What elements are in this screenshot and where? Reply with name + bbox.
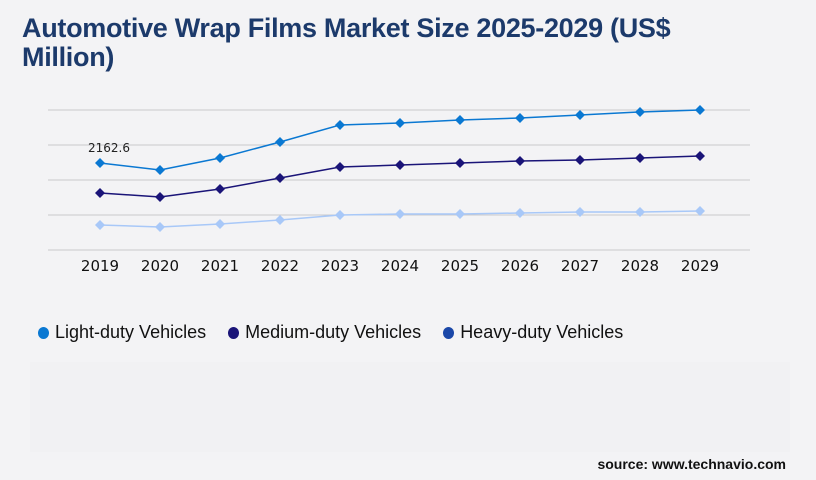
data-point bbox=[215, 184, 225, 195]
data-point bbox=[395, 159, 405, 170]
data-point bbox=[155, 191, 165, 202]
x-tick-label: 2020 bbox=[141, 257, 179, 275]
x-tick-label: 2027 bbox=[561, 257, 599, 275]
data-point bbox=[515, 207, 525, 218]
data-point bbox=[635, 106, 645, 117]
legend-label: Medium-duty Vehicles bbox=[245, 322, 422, 342]
legend-item-heavy: Heavy-duty Vehicles bbox=[443, 322, 623, 343]
legend-marker-icon bbox=[228, 326, 240, 339]
legend-label: Heavy-duty Vehicles bbox=[460, 322, 624, 342]
x-tick-label: 2019 bbox=[81, 257, 119, 275]
data-point bbox=[695, 205, 705, 216]
data-point bbox=[635, 152, 645, 163]
data-point bbox=[515, 112, 525, 123]
data-point bbox=[95, 187, 105, 198]
data-point bbox=[635, 206, 645, 217]
line-chart: 2019 2020 2021 2022 2023 2024 2025 2026 2027 2028… bbox=[48, 105, 750, 275]
legend-marker-icon bbox=[443, 326, 455, 339]
data-point bbox=[275, 172, 285, 183]
data-point bbox=[275, 136, 285, 147]
data-point bbox=[695, 105, 705, 115]
data-point bbox=[575, 109, 585, 120]
data-point bbox=[455, 157, 465, 168]
x-tick-label: 2024 bbox=[381, 257, 419, 275]
data-point bbox=[455, 208, 465, 219]
data-point bbox=[155, 164, 165, 175]
legend: Light-duty Vehicles Medium-duty Vehicles… bbox=[38, 322, 623, 343]
legend-marker-icon bbox=[38, 326, 49, 339]
x-tick-label: 2023 bbox=[321, 257, 359, 275]
data-point bbox=[455, 114, 465, 125]
data-point bbox=[215, 219, 225, 230]
data-point bbox=[95, 157, 105, 168]
legend-item-medium: Medium-duty Vehicles bbox=[228, 322, 421, 343]
chart-title: Automotive Wrap Films Market Size 2025-2… bbox=[22, 13, 671, 72]
x-tick-label: 2026 bbox=[501, 257, 539, 275]
data-point bbox=[395, 117, 405, 128]
data-point bbox=[335, 162, 345, 173]
background-panel bbox=[30, 362, 790, 452]
data-point bbox=[395, 208, 405, 219]
x-tick-label: 2028 bbox=[621, 257, 659, 275]
legend-item-light: Light-duty Vehicles bbox=[38, 322, 206, 343]
data-point bbox=[215, 152, 225, 163]
legend-label: Light-duty Vehicles bbox=[55, 322, 207, 342]
x-tick-label: 2021 bbox=[201, 257, 239, 275]
data-point bbox=[275, 214, 285, 225]
source-note: source: www.technavio.com bbox=[597, 456, 786, 472]
data-point bbox=[575, 206, 585, 217]
data-point bbox=[695, 150, 705, 161]
x-tick-label: 2025 bbox=[441, 257, 479, 275]
data-point bbox=[335, 210, 345, 220]
data-point bbox=[95, 219, 105, 230]
data-label: 2162.6 bbox=[88, 141, 130, 155]
data-point bbox=[155, 221, 165, 232]
x-tick-label: 2029 bbox=[681, 257, 719, 275]
x-tick-label: 2022 bbox=[261, 257, 299, 275]
data-point bbox=[335, 119, 345, 130]
data-point bbox=[515, 155, 525, 166]
data-point bbox=[575, 155, 585, 166]
